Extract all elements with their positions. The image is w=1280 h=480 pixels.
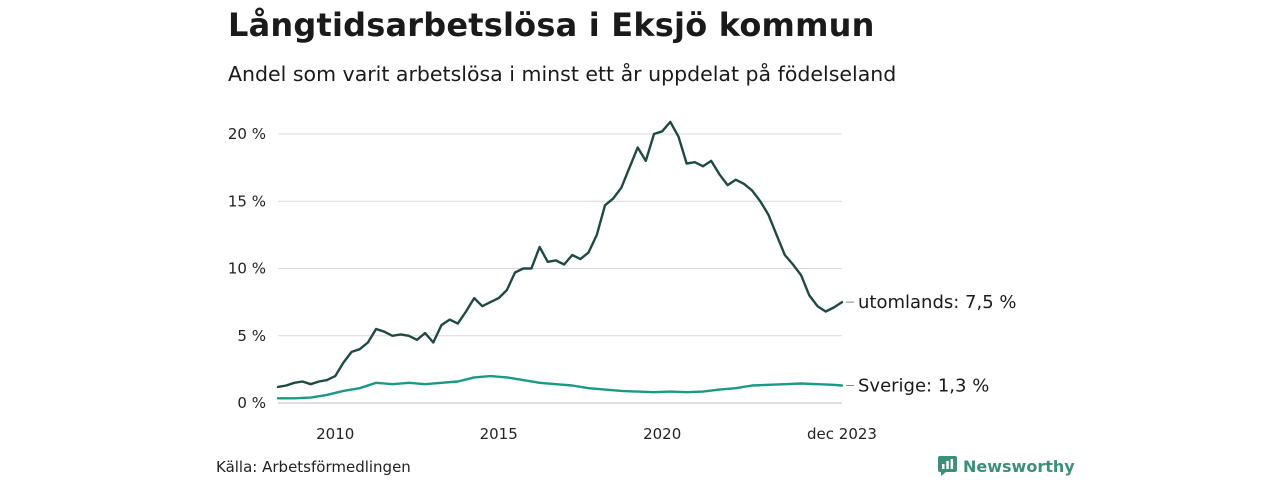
- series-line-sverige: [276, 374, 844, 400]
- x-axis-ticks: 2010 2015 2020 dec 2023: [316, 425, 877, 443]
- x-tick-label: dec 2023: [807, 425, 877, 443]
- series-end-labels: utomlands: 7,5 % Sverige: 1,3 %: [846, 292, 1017, 397]
- x-tick-label: 2020: [643, 425, 681, 443]
- x-tick-label: 2010: [316, 425, 354, 443]
- y-tick-label: 10 %: [228, 260, 266, 278]
- y-tick-label: 15 %: [228, 192, 266, 210]
- y-axis-ticks: 0 % 5 % 10 % 15 % 20 %: [228, 125, 266, 412]
- series-line-utomlands: [276, 120, 844, 389]
- x-tick-label: 2015: [480, 425, 518, 443]
- grid-lines: [278, 133, 842, 404]
- y-tick-label: 0 %: [237, 394, 266, 412]
- end-label-sverige: Sverige: 1,3 %: [858, 376, 989, 397]
- y-tick-label: 20 %: [228, 125, 266, 143]
- source-note: Källa: Arbetsförmedlingen: [216, 458, 411, 476]
- y-tick-label: 5 %: [237, 327, 266, 345]
- brand-logo: Newsworthy: [938, 456, 1075, 476]
- brand-name: Newsworthy: [963, 456, 1075, 476]
- series-lines: [276, 120, 844, 400]
- end-label-utomlands: utomlands: 7,5 %: [858, 292, 1017, 313]
- chart-title: Långtidsarbetslösa i Eksjö kommun: [228, 6, 875, 44]
- chart-subtitle: Andel som varit arbetslösa i minst ett å…: [228, 62, 897, 86]
- newsworthy-icon: [938, 456, 957, 476]
